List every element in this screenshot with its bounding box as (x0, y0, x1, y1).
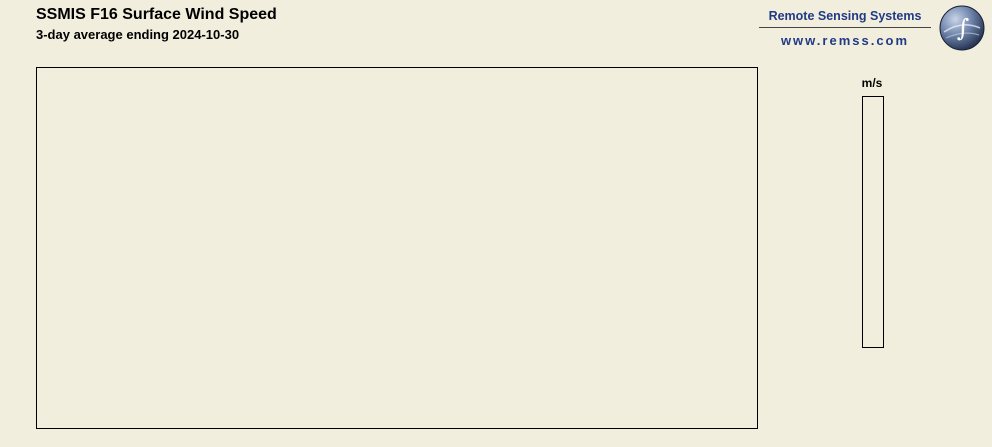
remss-logo[interactable]: ∫ (938, 4, 986, 52)
brand-name: Remote Sensing Systems (768, 9, 922, 23)
branding: Remote Sensing Systems www.remss.com ∫ (759, 4, 986, 52)
brand-text: Remote Sensing Systems www.remss.com (759, 4, 931, 48)
page-subtitle: 3-day average ending 2024-10-30 (36, 27, 240, 42)
globe-icon: ∫ (939, 5, 985, 51)
svg-text:∫: ∫ (957, 14, 970, 42)
brand-divider (759, 27, 931, 28)
brand-url-link[interactable]: www.remss.com (780, 33, 910, 48)
wind-speed-map-canvas (37, 68, 757, 428)
page-title: SSMIS F16 Surface Wind Speed (36, 6, 277, 23)
colorbar-canvas (862, 96, 884, 348)
map-frame (36, 67, 758, 429)
colorbar-unit: m/s (861, 76, 883, 90)
